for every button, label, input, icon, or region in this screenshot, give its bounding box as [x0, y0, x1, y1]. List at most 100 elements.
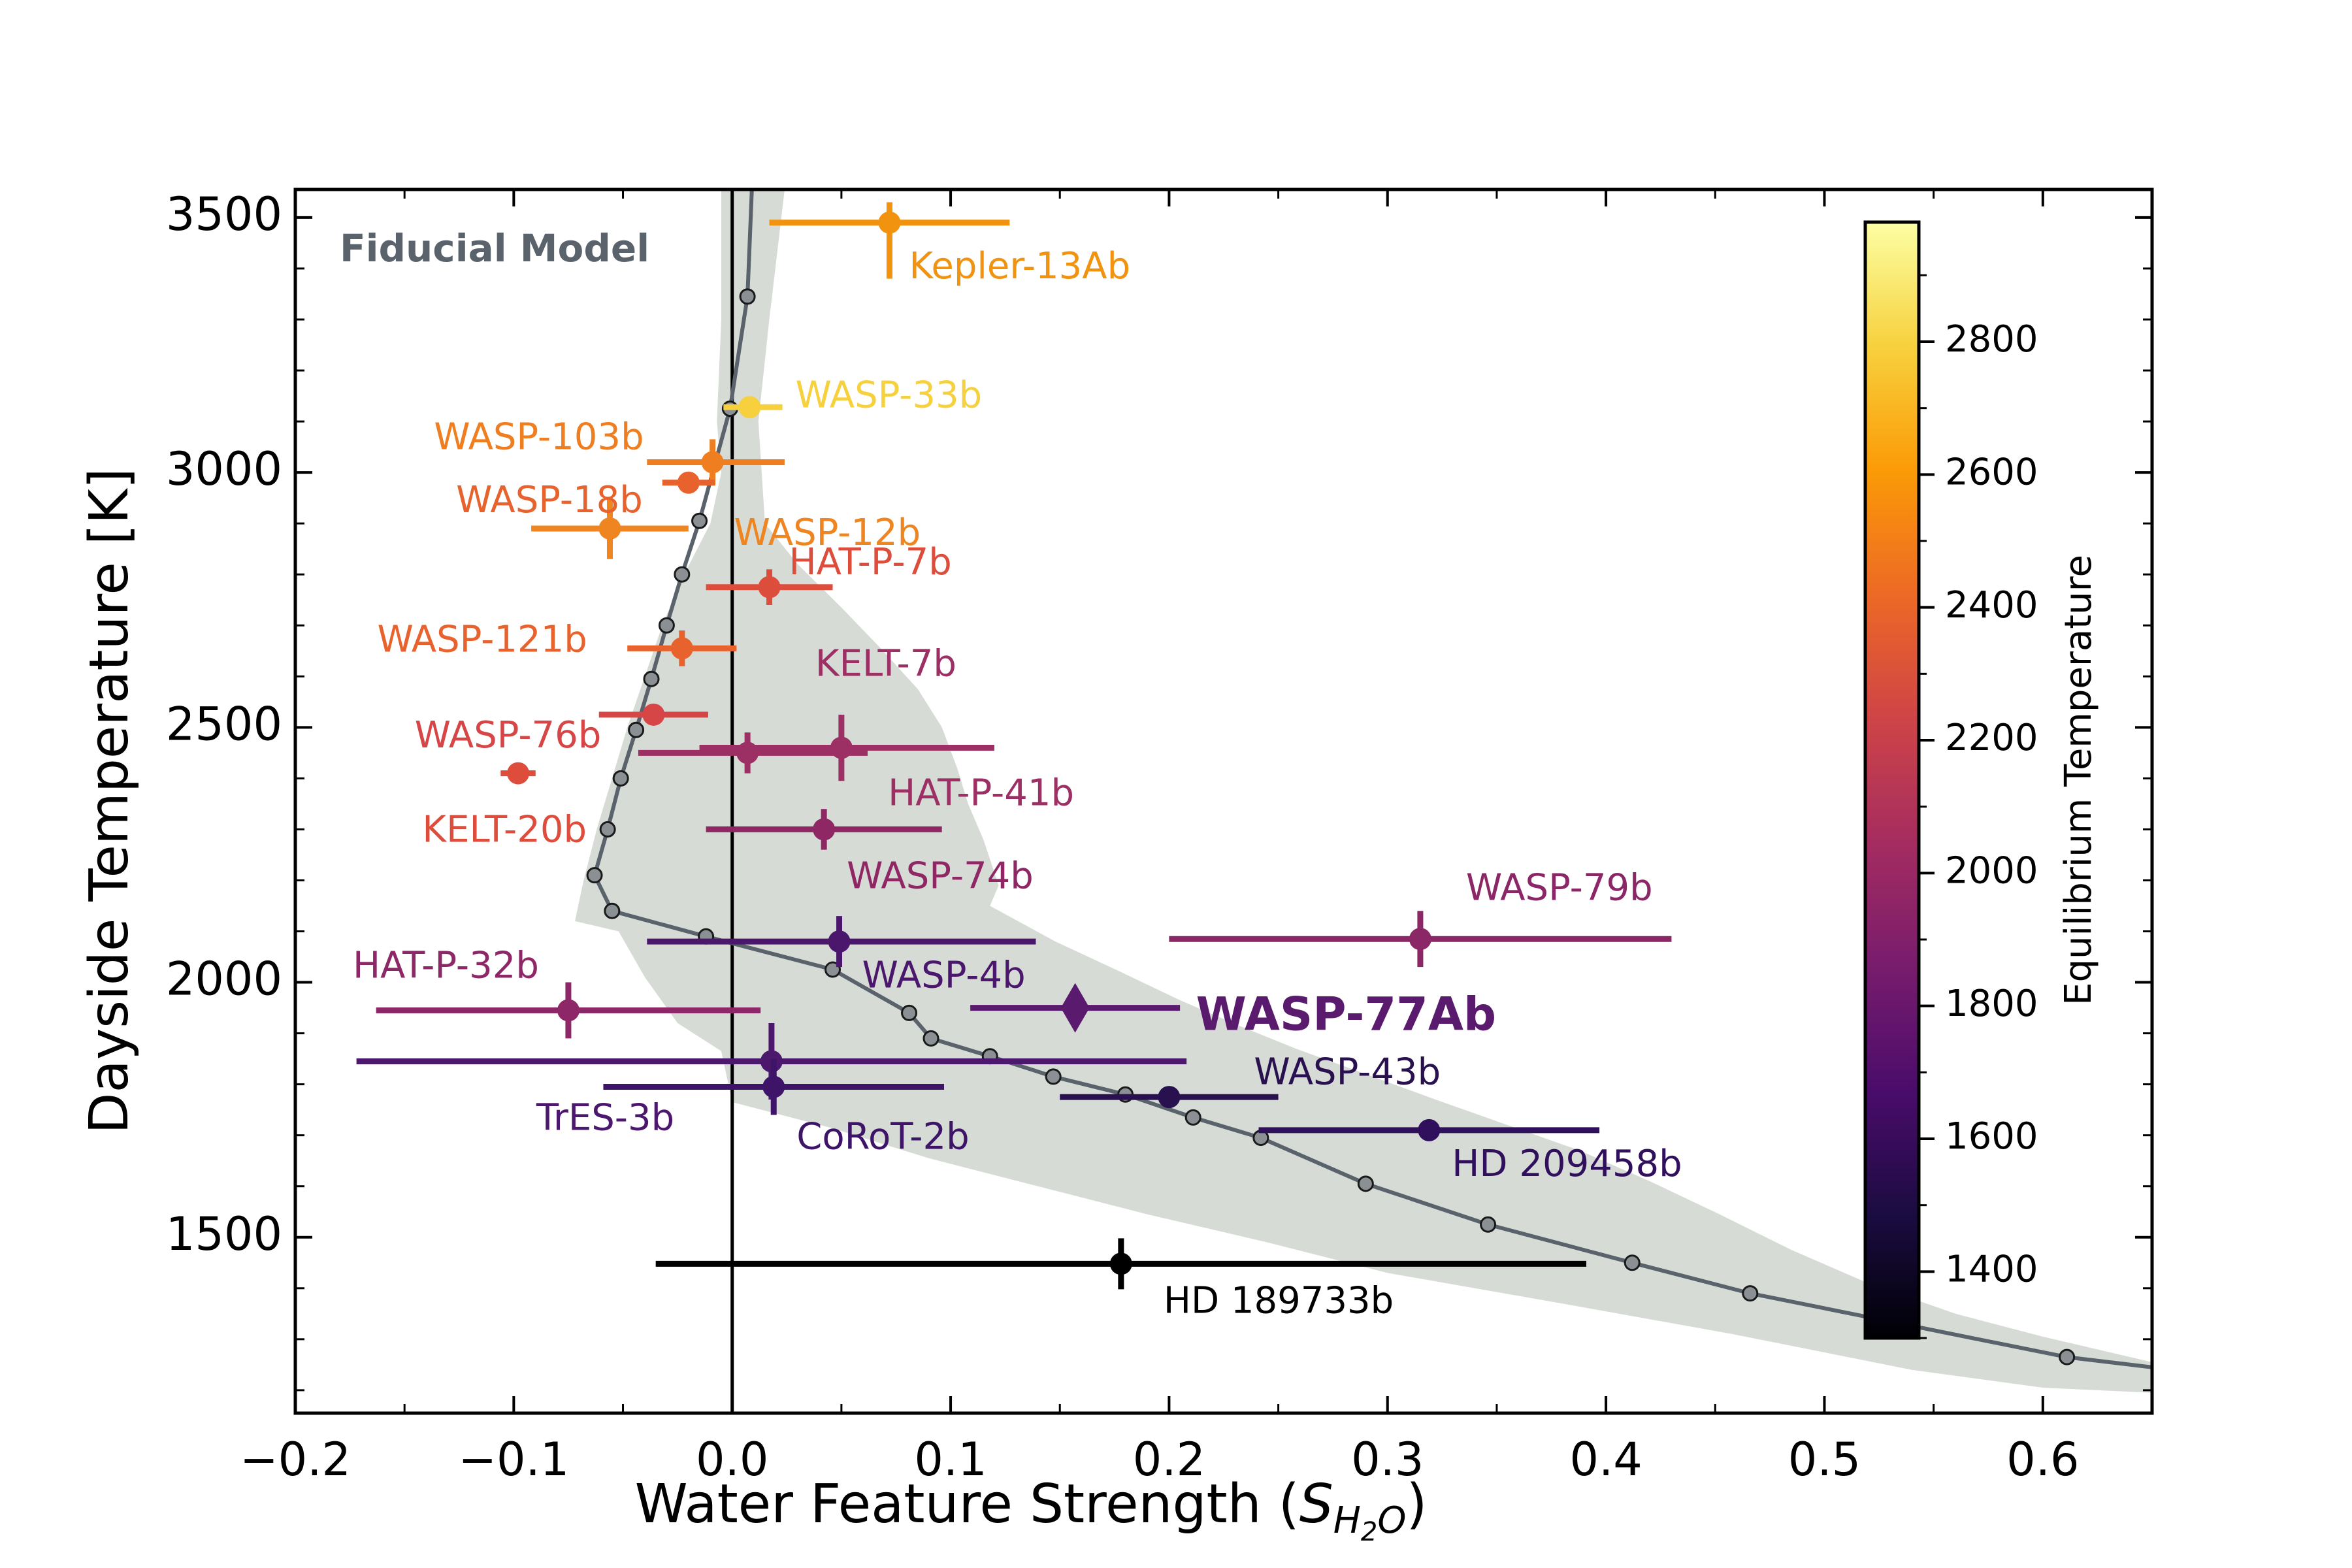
- model-uncertainty-band: [575, 189, 2152, 1393]
- x-tick-label: 0.3: [1351, 1433, 1424, 1486]
- point-marker: [1409, 928, 1431, 951]
- colorbar-tick-label: 2600: [1945, 451, 2038, 493]
- model-point: [691, 512, 708, 529]
- model-point: [1045, 1068, 1062, 1085]
- model-point: [674, 566, 691, 583]
- planet-label: HD 209458b: [1452, 1143, 1682, 1185]
- planet-label: WASP-43b: [1254, 1051, 1441, 1093]
- planet-point-corot-2b: [603, 1058, 945, 1115]
- point-marker: [828, 930, 851, 953]
- y-tick-label: 2000: [166, 953, 282, 1006]
- x-axis-ticks: −0.2 −0.1 0.0 0.1 0.2 0.3 0.4 0.5 0.6: [240, 189, 2153, 1486]
- x-tick-label: 0.0: [696, 1433, 768, 1486]
- x-axis-label-text: Water Feature Strength: [635, 1473, 1262, 1535]
- planet-label: HAT-P-7b: [789, 541, 952, 583]
- fiducial-model-points: [586, 288, 2076, 1365]
- planet-labels: Kepler-13Ab WASP-33b WASP-103b WASP-18b WASP…: [353, 245, 1682, 1322]
- planet-label: HAT-P-41b: [888, 772, 1074, 815]
- x-axis-label-subscript: H: [1333, 1499, 1361, 1542]
- colorbar-tick-label: 1800: [1945, 983, 2038, 1025]
- planet-point-wasp-12b: [531, 498, 689, 559]
- y-tick-label: 1500: [166, 1207, 282, 1261]
- model-point: [1184, 1109, 1201, 1126]
- x-tick-label: 0.2: [1133, 1433, 1205, 1486]
- planet-label: WASP-74b: [847, 855, 1034, 898]
- planet-point-wasp-4b: [647, 916, 1036, 968]
- colorbar-label: Equilibrium Temperature: [2057, 555, 2100, 1005]
- model-point: [604, 902, 621, 919]
- y-tick-label: 3500: [166, 188, 282, 241]
- planet-point-kelt-20b: [500, 762, 536, 785]
- point-marker: [557, 999, 580, 1022]
- point-marker: [507, 762, 530, 785]
- model-point: [901, 1004, 918, 1021]
- planet-label: KELT-20b: [422, 809, 587, 851]
- planet-point-hat-p-32b: [376, 982, 761, 1039]
- planet-point-wasp-74b: [706, 809, 942, 850]
- x-axis-label-subsubscript: 2: [1361, 1517, 1377, 1547]
- planet-label: HAT-P-32b: [353, 945, 539, 987]
- planet-point-wasp-33b: [723, 396, 783, 419]
- planet-label: WASP-103b: [434, 416, 644, 459]
- colorbar-tick-label: 2800: [1945, 318, 2038, 361]
- model-point: [628, 721, 645, 738]
- x-axis-label-subscript-tail: O: [1377, 1499, 1406, 1542]
- planet-label: WASP-12b: [734, 512, 921, 554]
- planet-label: Kepler-13Ab: [909, 245, 1130, 287]
- planet-point-wasp-79b: [1169, 911, 1672, 968]
- planet-label: WASP-33b: [795, 374, 982, 416]
- x-tick-label: −0.2: [240, 1433, 351, 1486]
- planet-label: CoRoT-2b: [796, 1116, 969, 1158]
- planet-point-hd-209458b: [1258, 1119, 1600, 1141]
- planet-point-wasp-18b: [662, 471, 715, 494]
- x-axis-label-paren-open: (: [1262, 1473, 1299, 1535]
- model-point: [1624, 1254, 1641, 1271]
- model-point: [1742, 1285, 1759, 1302]
- planet-point-hat-p-41b: [638, 732, 868, 774]
- point-marker: [813, 818, 836, 841]
- point-marker: [701, 451, 724, 474]
- point-marker: [1158, 1086, 1181, 1109]
- planet-label: WASP-18b: [456, 479, 643, 521]
- x-axis-label-paren-close: ): [1406, 1473, 1427, 1535]
- point-marker: [598, 517, 621, 540]
- axes-frame: [293, 188, 2154, 1415]
- planet-point-hat-p-7b: [706, 569, 833, 606]
- model-point: [612, 770, 629, 787]
- model-point: [658, 617, 675, 634]
- colorbar-ticks: 1400 1600 1800 2000 2200 2400 2600 2800: [1919, 274, 2038, 1339]
- point-marker: [670, 637, 693, 660]
- colorbar: 1400 1600 1800 2000 2200 2400 2600 2800 Equilib…: [1863, 220, 2100, 1340]
- x-axis-label: Water Feature Strength (SH2O): [635, 1473, 1428, 1547]
- x-tick-label: 0.4: [1569, 1433, 1642, 1486]
- planet-label: WASP-4b: [862, 954, 1026, 996]
- y-axis-label: Dayside Temperature [K]: [78, 468, 140, 1134]
- colorbar-gradient: [1863, 220, 1921, 1340]
- x-tick-label: −0.1: [458, 1433, 569, 1486]
- planet-point-hd-189733b: [655, 1238, 1587, 1290]
- model-point: [1357, 1175, 1374, 1192]
- planet-label: KELT-7b: [815, 643, 956, 685]
- diamond-marker: [1060, 983, 1090, 1033]
- x-axis-label-symbol: S: [1299, 1473, 1333, 1535]
- planet-point-kepler-13ab: [769, 202, 1010, 279]
- plot-area: [356, 189, 2152, 1413]
- model-point: [2059, 1348, 2076, 1365]
- model-point: [643, 670, 660, 687]
- planet-label: WASP-77Ab: [1196, 988, 1496, 1041]
- point-marker: [1418, 1119, 1441, 1141]
- planet-label: TrES-3b: [536, 1097, 674, 1139]
- model-point: [586, 867, 603, 884]
- y-axis-ticks: 1500 2000 2500 3000 3500: [166, 188, 2152, 1392]
- point-marker: [677, 471, 700, 494]
- planet-points: [356, 202, 1672, 1290]
- point-marker: [758, 576, 781, 598]
- planet-label: HD 189733b: [1164, 1279, 1394, 1322]
- planet-point-wasp-103b: [647, 439, 785, 485]
- x-tick-label: 0.6: [2006, 1433, 2079, 1486]
- model-label: Fiducial Model: [340, 226, 649, 270]
- point-marker: [878, 211, 901, 234]
- planet-point-wasp-43b: [1060, 1086, 1279, 1109]
- point-marker: [738, 396, 761, 419]
- model-point: [923, 1030, 939, 1047]
